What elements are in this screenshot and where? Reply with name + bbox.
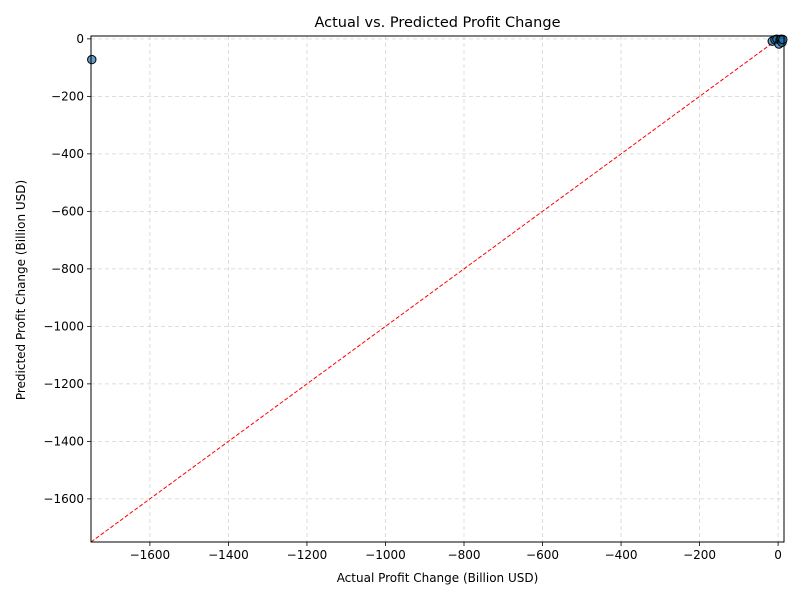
y-tick-label: −1600 [43, 492, 84, 506]
x-tick-label: −1000 [365, 548, 406, 562]
y-tick-label: −200 [51, 89, 84, 103]
x-tick-label: −1200 [287, 548, 328, 562]
plot-area [90, 35, 785, 543]
x-tick-label: −400 [605, 548, 638, 562]
y-tick-label: 0 [76, 32, 84, 46]
x-axis-label: Actual Profit Change (Billion USD) [337, 571, 539, 585]
y-tick-label: −1000 [43, 319, 84, 333]
data-point [778, 34, 788, 45]
x-tick-label: 0 [774, 548, 782, 562]
x-tick-label: −800 [448, 548, 481, 562]
x-tick-label: −200 [683, 548, 716, 562]
x-tick-label: −1600 [130, 548, 171, 562]
y-tick-label: −400 [51, 147, 84, 161]
reference-line [90, 35, 783, 543]
y-tick-label: −600 [51, 204, 84, 218]
y-tick-label: −1400 [43, 434, 84, 448]
chart-title: Actual vs. Predicted Profit Change [314, 15, 560, 31]
x-tick-label: −600 [526, 548, 559, 562]
x-tick-label: −1400 [208, 548, 249, 562]
y-axis-ticks: 0 −200 −400 −600 −800 −1000 −1200 −1400 −1600 [43, 32, 91, 506]
x-axis-ticks: −1600 −1400 −1200 −1000 −800 −600 −400 −200 0 [130, 542, 782, 562]
y-tick-label: −800 [51, 262, 84, 276]
y-axis-label: Predicted Profit Change (Billion USD) [14, 180, 28, 400]
y-tick-label: −1200 [43, 377, 84, 391]
grid [91, 36, 784, 542]
data-points [87, 34, 788, 65]
data-point [87, 54, 97, 65]
